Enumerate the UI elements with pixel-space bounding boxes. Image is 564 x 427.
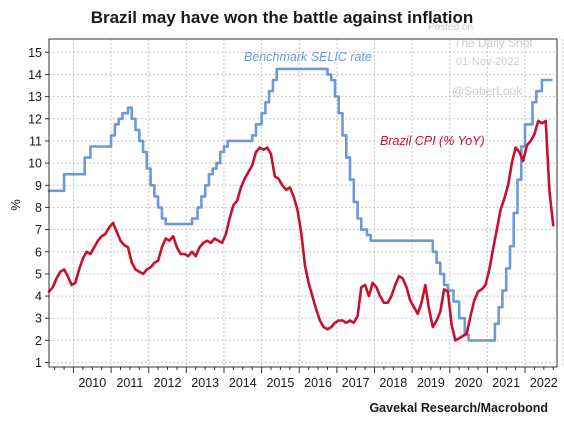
series-lines bbox=[47, 67, 555, 342]
y-tick-label: 3 bbox=[35, 312, 42, 326]
x-tick-label: 2014 bbox=[229, 376, 257, 390]
x-tick-label: 2013 bbox=[191, 376, 219, 390]
x-tick-label: 2011 bbox=[116, 376, 143, 390]
y-tick-label: 12 bbox=[28, 112, 42, 126]
y-tick-label: 11 bbox=[29, 134, 42, 148]
y-axis-label: % bbox=[8, 199, 23, 211]
watermark-line-2: The Daily Shot bbox=[454, 36, 533, 50]
x-tick-label: 2021 bbox=[492, 376, 520, 390]
watermark-line-3: 01-Nov-2022 bbox=[456, 56, 520, 68]
cpi-annotation: Brazil CPI (% YoY) bbox=[380, 134, 485, 148]
y-tick-label: 14 bbox=[28, 68, 42, 82]
x-tick-label: 2015 bbox=[267, 376, 295, 390]
y-tick-label: 1 bbox=[35, 356, 42, 370]
x-tick-label: 2016 bbox=[304, 376, 332, 390]
x-tick-label: 2019 bbox=[417, 376, 445, 390]
y-tick-label: 9 bbox=[35, 179, 42, 193]
y-tick-label: 10 bbox=[28, 157, 42, 171]
watermark-line-1: Posted on bbox=[428, 22, 473, 33]
y-tick-label: 13 bbox=[28, 90, 42, 104]
x-tick-label: 2012 bbox=[154, 376, 182, 390]
x-tick-label: 2017 bbox=[342, 376, 370, 390]
y-tick-label: 15 bbox=[28, 46, 42, 60]
gridlines bbox=[49, 39, 564, 367]
selic-rate-line bbox=[47, 67, 553, 342]
y-tick-label: 4 bbox=[35, 290, 42, 304]
y-tick-label: 2 bbox=[35, 334, 42, 348]
x-tick-label: 2018 bbox=[379, 376, 407, 390]
x-tick-label: 2010 bbox=[78, 376, 106, 390]
cpi-line bbox=[47, 119, 555, 342]
x-axis-ticks: 2010 2011 2012 2013 2014 2015 2016 2017 2018 2019… bbox=[54, 367, 558, 390]
y-tick-label: 6 bbox=[35, 245, 42, 259]
source-credit: Gavekal Research/Macrobond bbox=[369, 401, 548, 415]
plot-frame bbox=[48, 38, 558, 368]
selic-annotation: Benchmark SELIC rate bbox=[244, 50, 372, 64]
x-tick-label: 2020 bbox=[455, 376, 483, 390]
y-tick-label: 8 bbox=[35, 201, 42, 215]
y-tick-label: 5 bbox=[35, 267, 42, 281]
y-tick-label: 7 bbox=[35, 223, 42, 237]
x-tick-label: 2022 bbox=[530, 376, 558, 390]
chart-title: Brazil may have won the battle against i… bbox=[91, 8, 474, 27]
